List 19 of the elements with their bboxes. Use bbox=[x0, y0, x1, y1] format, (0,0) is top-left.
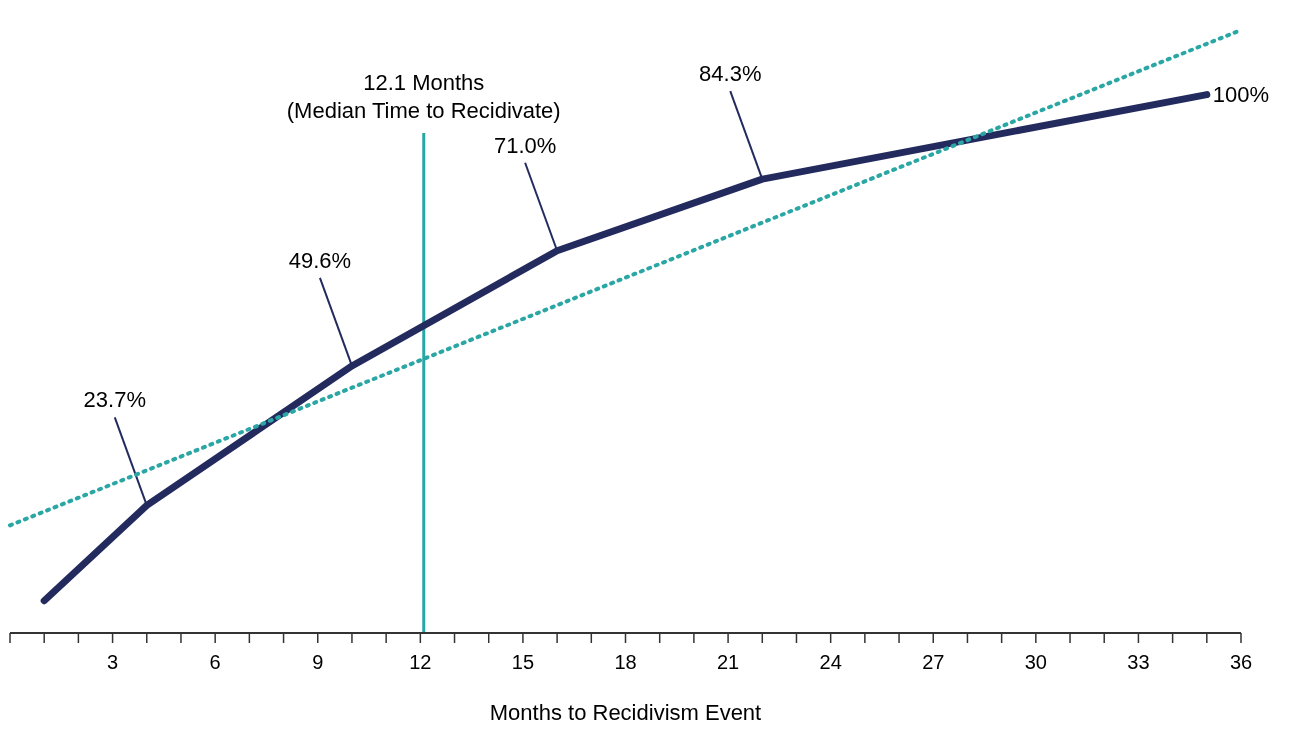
x-tick-label: 12 bbox=[409, 651, 432, 673]
x-tick-label: 6 bbox=[209, 651, 221, 673]
x-tick-label: 27 bbox=[922, 651, 945, 673]
x-tick-label: 33 bbox=[1127, 651, 1150, 673]
x-axis-title: Months to Recidivism Event bbox=[489, 700, 762, 725]
x-tick-label: 15 bbox=[511, 651, 535, 673]
data-label: 100% bbox=[1212, 81, 1270, 107]
x-tick-label: 9 bbox=[312, 651, 324, 673]
x-tick-label: 21 bbox=[716, 651, 740, 673]
data-label: 23.7% bbox=[83, 387, 146, 413]
x-tick-label: 30 bbox=[1024, 651, 1047, 673]
x-tick-label: 36 bbox=[1229, 651, 1253, 673]
x-tick-label: 24 bbox=[819, 651, 842, 673]
data-label: 84.3% bbox=[699, 61, 762, 87]
data-label: 49.6% bbox=[288, 247, 352, 273]
x-tick-label: 18 bbox=[614, 651, 637, 673]
data-label: 71.0% bbox=[493, 132, 557, 158]
ref-line-label: 12.1 Months (Median Time to Recidivate) bbox=[286, 70, 561, 123]
x-tick-label: 3 bbox=[107, 651, 119, 673]
